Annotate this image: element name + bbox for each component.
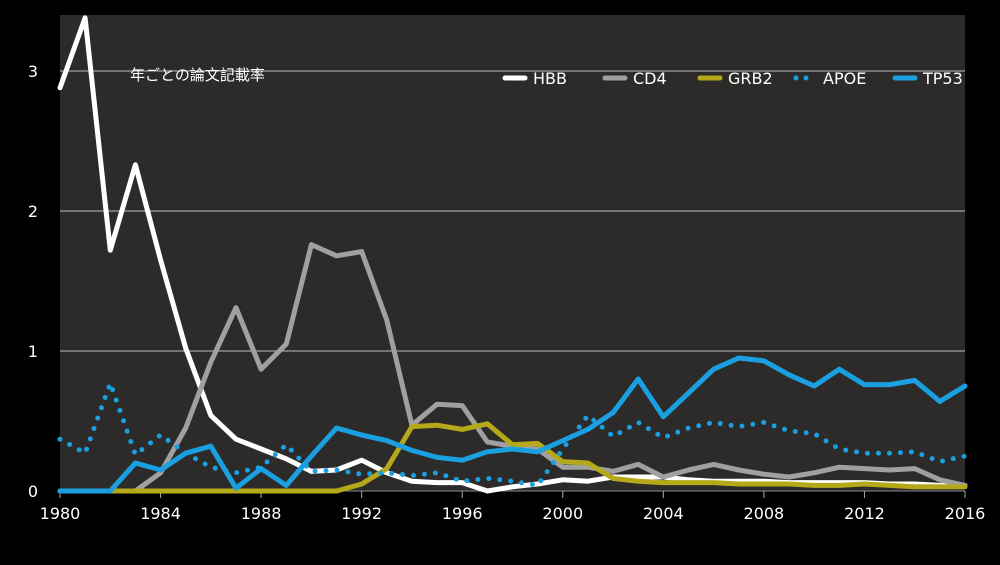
- y-tick-label: 3: [28, 62, 38, 81]
- legend-label-apoe: APOE: [823, 69, 866, 88]
- y-tick-label: 1: [28, 342, 38, 361]
- series-grb2-line: [57, 421, 968, 494]
- legend-label-hbb: HBB: [533, 69, 567, 88]
- series-tp53-line: [57, 355, 968, 494]
- x-tick-label: 2016: [945, 504, 986, 523]
- y-tick-label: 0: [28, 482, 38, 501]
- x-tick-label: 1988: [241, 504, 282, 523]
- x-tick-label: 1992: [341, 504, 382, 523]
- legend-label-tp53: TP53: [922, 69, 963, 88]
- x-tick-label: 2008: [744, 504, 785, 523]
- legend: HBB CD4 GRB2 APOE TP53: [502, 69, 963, 88]
- x-tick-label: 2000: [542, 504, 583, 523]
- x-tick-label: 1996: [442, 504, 483, 523]
- series-apoe-line: [57, 380, 968, 488]
- x-tick-label: 2004: [643, 504, 684, 523]
- x-tick-label: 2012: [844, 504, 885, 523]
- legend-label-cd4: CD4: [633, 69, 667, 88]
- x-tick-label: 1980: [40, 504, 81, 523]
- chart-title: 年ごとの論文記載率: [130, 66, 265, 84]
- series-lines: [57, 15, 968, 494]
- legend-label-grb2: GRB2: [728, 69, 773, 88]
- y-tick-label: 2: [28, 202, 38, 221]
- series-hbb-line: [57, 15, 968, 494]
- x-tick-label: 1984: [140, 504, 181, 523]
- tick-labels: 0 1 2 3 1980 1984 1988 1992 1996 2000 2004 2008 2012…: [28, 62, 986, 523]
